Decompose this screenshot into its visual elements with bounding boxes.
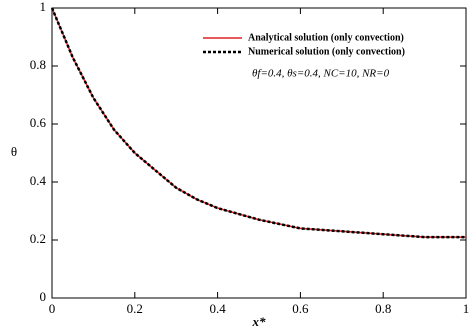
y-tick-label: 0.2 [30, 231, 46, 246]
y-tick-label: 0 [40, 289, 47, 304]
legend-label: Analytical solution (only convection) [248, 32, 404, 43]
plot-frame [51, 7, 467, 299]
y-tick-label: 1 [40, 0, 47, 14]
y-axis-label: θ [11, 144, 17, 159]
x-tick-label: 0.4 [209, 301, 226, 316]
legend-label: Numerical solution (only convection) [248, 46, 405, 57]
y-tick-label: 0.4 [30, 173, 47, 188]
x-tick-label: 0.6 [292, 301, 309, 316]
y-tick-label: 0.8 [30, 57, 46, 72]
y-tick-label: 0.6 [30, 115, 47, 130]
x-tick-label: 1 [463, 301, 470, 316]
x-axis-label: x* [252, 314, 267, 329]
x-tick-label: 0 [49, 301, 56, 316]
x-tick-label: 0.2 [127, 301, 143, 316]
annotation: θf=0.4, θs=0.4, NC=10, NR=0 [252, 68, 390, 80]
x-tick-label: 0.8 [375, 301, 391, 316]
line-series [50, 7, 466, 239]
